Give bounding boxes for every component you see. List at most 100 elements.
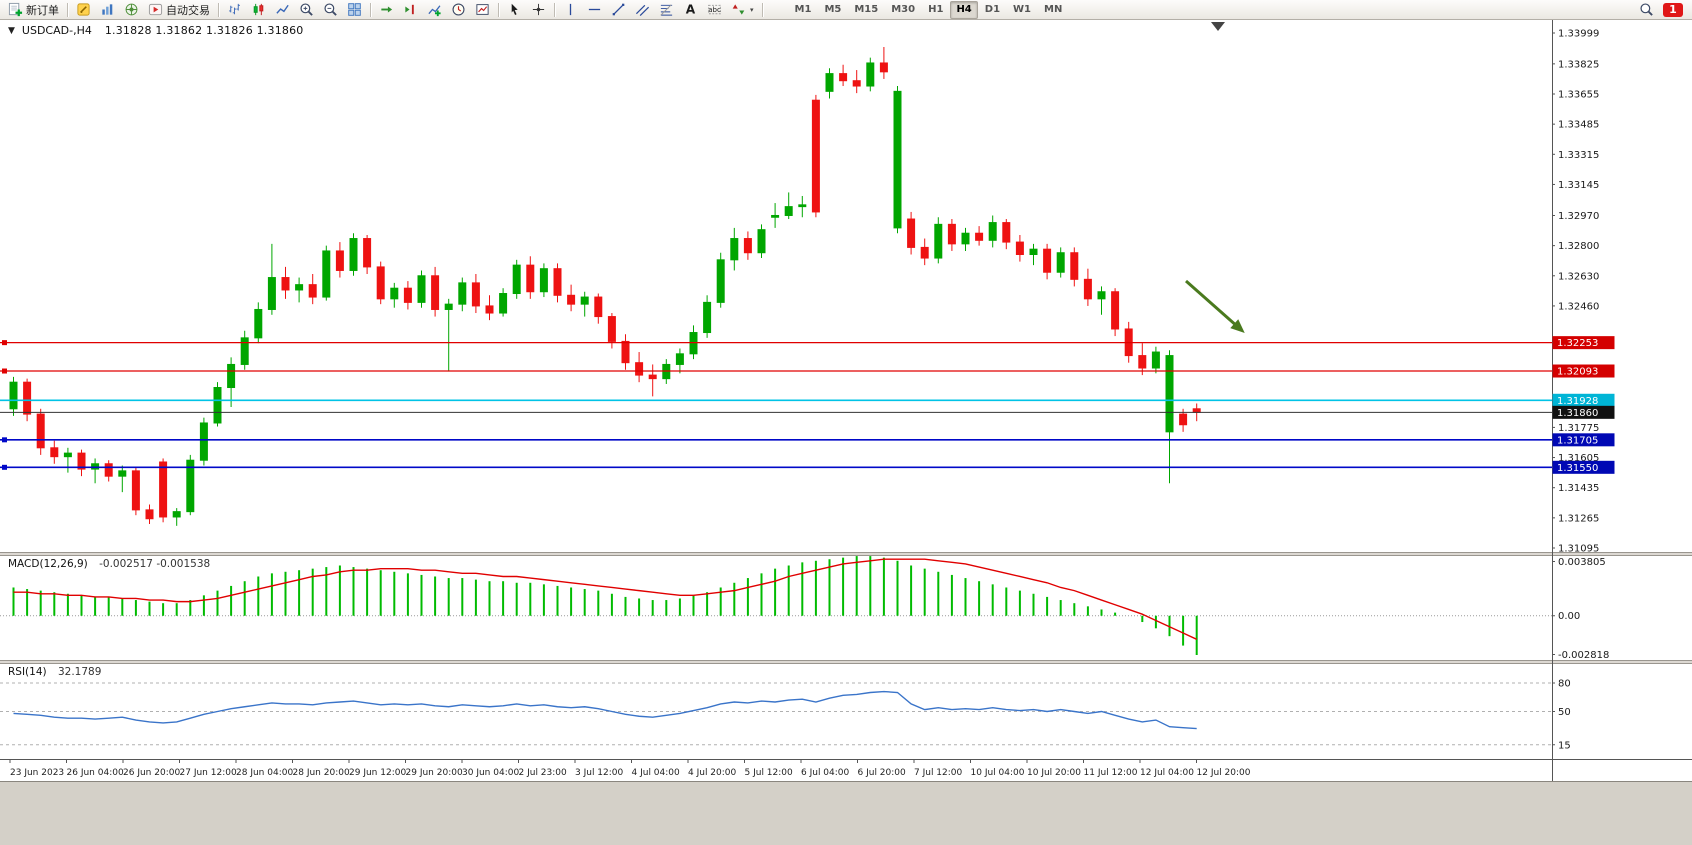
search-button[interactable] xyxy=(1635,1,1658,19)
candle-body xyxy=(920,246,929,259)
timeframe-button-D1[interactable]: D1 xyxy=(979,1,1006,19)
text-label-button[interactable]: abc xyxy=(703,1,726,19)
candle-body xyxy=(1192,408,1201,413)
timeframe-button-M1[interactable]: M1 xyxy=(789,1,818,19)
candle-body xyxy=(988,222,997,241)
candle-body xyxy=(50,447,59,458)
line-chart-button[interactable] xyxy=(271,1,294,19)
candle-body xyxy=(390,287,399,300)
chart-shift-marker[interactable] xyxy=(1211,22,1225,31)
candle-body xyxy=(1015,241,1024,255)
candle-body xyxy=(199,422,208,461)
candle-body xyxy=(186,459,195,513)
hline-resistance-upper-handle[interactable] xyxy=(2,340,7,346)
bars-icon xyxy=(227,2,242,17)
new-order-label: 新订单 xyxy=(26,3,59,17)
candle-body xyxy=(1179,413,1188,426)
candle-body xyxy=(240,337,249,365)
fibonacci-button[interactable] xyxy=(655,1,678,19)
zoom-out-button[interactable] xyxy=(319,1,342,19)
auto-scroll-button[interactable] xyxy=(375,1,398,19)
candle-body xyxy=(839,73,848,82)
hline-support-lower-handle[interactable] xyxy=(2,464,7,470)
crosshair-button[interactable] xyxy=(527,1,550,19)
candle-body xyxy=(975,232,984,241)
zoom-in-button[interactable] xyxy=(295,1,318,19)
new-order-button[interactable]: 新订单 xyxy=(4,1,63,19)
navigator-button[interactable] xyxy=(120,1,143,19)
svg-text:23 Jun 2023: 23 Jun 2023 xyxy=(10,768,64,778)
metaeditor-button[interactable] xyxy=(72,1,95,19)
svg-text:26 Jun 04:00: 26 Jun 04:00 xyxy=(67,768,124,778)
time-axis-labels: 23 Jun 2023 26 Jun 04:00 26 Jun 20:00 27 Ju… xyxy=(9,759,1251,778)
candle-body xyxy=(798,204,807,208)
rsi-line xyxy=(13,690,1197,730)
candle-body xyxy=(1111,291,1120,330)
text-button[interactable]: A xyxy=(679,1,702,19)
timeframe-button-M15[interactable]: M15 xyxy=(848,1,884,19)
candle-body xyxy=(852,80,861,87)
candle-body xyxy=(621,340,630,364)
svg-text:1.33999: 1.33999 xyxy=(1558,29,1599,40)
arrow-annotation[interactable] xyxy=(1185,279,1245,333)
svg-text:12 Jul 20:00: 12 Jul 20:00 xyxy=(1197,768,1251,778)
timeframe-button-H1[interactable]: H1 xyxy=(922,1,949,19)
trendline-button[interactable] xyxy=(607,1,630,19)
candle-body xyxy=(417,275,426,303)
svg-text:1.31265: 1.31265 xyxy=(1558,513,1599,524)
timeframe-button-M30[interactable]: M30 xyxy=(885,1,921,19)
chart-shift-button[interactable] xyxy=(399,1,422,19)
candle-body xyxy=(172,511,181,518)
candles-icon xyxy=(251,2,266,17)
vertical-line-button[interactable] xyxy=(559,1,582,19)
svg-text:1.31095: 1.31095 xyxy=(1558,544,1599,555)
cursor-button[interactable] xyxy=(503,1,526,19)
svg-text:1.31928: 1.31928 xyxy=(1557,396,1598,407)
indicators-button[interactable] xyxy=(423,1,446,19)
timeframe-button-W1[interactable]: W1 xyxy=(1007,1,1037,19)
candle-body xyxy=(934,223,943,259)
bars-button[interactable] xyxy=(223,1,246,19)
one-click-trading-toggle[interactable]: ▼ xyxy=(8,25,15,36)
templates-icon xyxy=(475,2,490,17)
candle-body xyxy=(553,268,562,296)
search-icon xyxy=(1639,2,1654,17)
candle-body xyxy=(1138,355,1147,369)
svg-text:abc: abc xyxy=(708,5,721,14)
candle-body xyxy=(349,238,358,271)
candle-body xyxy=(635,362,644,376)
auto-trading-button[interactable]: 自动交易 xyxy=(144,1,214,19)
candle-body xyxy=(1151,351,1160,369)
periods-button[interactable] xyxy=(447,1,470,19)
toolbar-separator xyxy=(554,2,555,17)
svg-text:1.31860: 1.31860 xyxy=(1557,408,1598,419)
candle-body xyxy=(716,259,725,303)
price-badge xyxy=(1552,364,1615,378)
svg-text:29 Jun 12:00: 29 Jun 12:00 xyxy=(349,768,406,778)
candle-body xyxy=(607,316,616,342)
candles-button[interactable] xyxy=(247,1,270,19)
equidistant-channel-button[interactable] xyxy=(631,1,654,19)
market-watch-button[interactable] xyxy=(96,1,119,19)
toolbar-separator xyxy=(498,2,499,17)
svg-text:0.003805: 0.003805 xyxy=(1558,557,1606,568)
notifications-badge[interactable]: 1 xyxy=(1663,2,1683,17)
macd-indicator-values: -0.002517 -0.001538 xyxy=(99,558,211,570)
svg-text:2 Jul 23:00: 2 Jul 23:00 xyxy=(519,768,568,778)
timeframe-button-M5[interactable]: M5 xyxy=(818,1,847,19)
candle-body xyxy=(213,387,222,424)
macd-histogram xyxy=(12,556,1198,656)
timeframe-button-H4[interactable]: H4 xyxy=(950,0,978,19)
tile-windows-button[interactable] xyxy=(343,1,366,19)
horizontal-line-button[interactable] xyxy=(583,1,606,19)
hline-support-upper-handle[interactable] xyxy=(2,437,7,443)
hline-resistance-lower-handle[interactable] xyxy=(2,368,7,374)
timeframe-button-MN[interactable]: MN xyxy=(1038,1,1068,19)
vline-icon xyxy=(563,2,578,17)
trendline-icon xyxy=(611,2,626,17)
rsi-indicator-value: 32.1789 xyxy=(57,666,102,678)
indicators-icon xyxy=(427,2,442,17)
arrows-button[interactable]: ▾ xyxy=(727,1,758,19)
templates-button[interactable] xyxy=(471,1,494,19)
